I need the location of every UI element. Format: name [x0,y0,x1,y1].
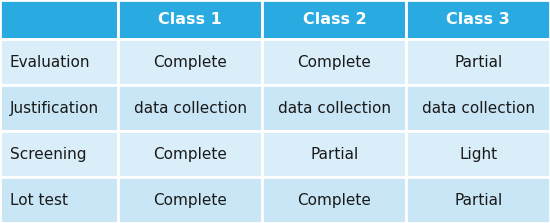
Bar [0,177,118,223]
Bar [262,85,406,131]
Text: Complete: Complete [153,147,227,161]
Text: Complete: Complete [153,192,227,208]
Text: data collection: data collection [422,101,535,116]
Bar [118,39,262,85]
Text: Complete: Complete [153,54,227,70]
Text: data collection: data collection [134,101,247,116]
Bar [118,177,262,223]
Text: data collection: data collection [278,101,391,116]
Bar [406,131,550,177]
Bar [262,177,406,223]
Text: Class 2: Class 2 [302,12,366,27]
Text: Class 3: Class 3 [447,12,510,27]
Text: Partial: Partial [454,54,502,70]
Bar [0,131,118,177]
Text: Evaluation: Evaluation [10,54,90,70]
Bar [118,85,262,131]
Bar [0,0,118,39]
Text: Complete: Complete [298,54,371,70]
Bar [118,131,262,177]
Bar [262,0,406,39]
Bar [406,85,550,131]
Bar [406,177,550,223]
Bar [406,39,550,85]
Text: Justification: Justification [10,101,99,116]
Bar [0,85,118,131]
Bar [262,131,406,177]
Bar [0,39,118,85]
Text: Partial: Partial [310,147,359,161]
Text: Light: Light [459,147,497,161]
Bar [406,0,550,39]
Bar [262,39,406,85]
Text: Partial: Partial [454,192,502,208]
Text: Class 1: Class 1 [158,12,222,27]
Text: Lot test: Lot test [10,192,68,208]
Text: Screening: Screening [10,147,86,161]
Text: Complete: Complete [298,192,371,208]
Bar [118,0,262,39]
